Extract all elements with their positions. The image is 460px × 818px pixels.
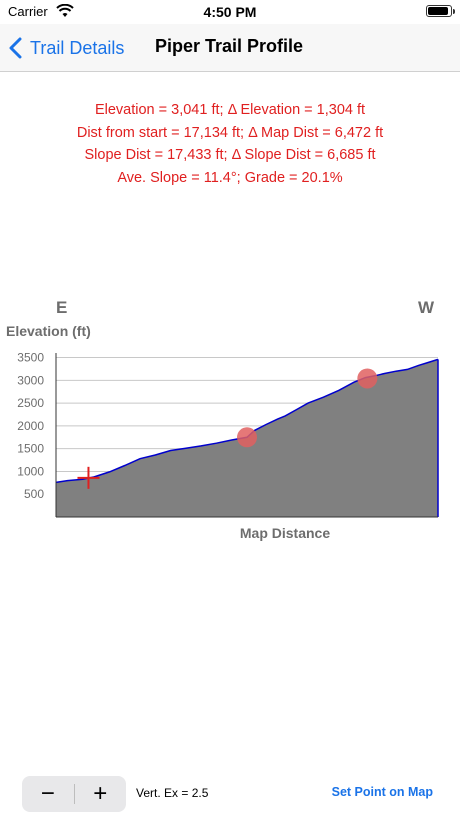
y-tick-label-1000: 1000 — [17, 464, 44, 478]
stats-line-distance: Dist from start = 17,134 ft; Δ Map Dist … — [76, 124, 384, 141]
carrier-label: Carrier — [8, 4, 48, 19]
y-tick-label-2500: 2500 — [17, 396, 44, 410]
battery-level — [428, 7, 448, 15]
stats-line-elevation: Elevation = 3,041 ft; Δ Elevation = 1,30… — [94, 102, 366, 118]
elevation-profile-chart[interactable]: 500 1000 1500 2000 2500 3000 3500 — [0, 345, 460, 525]
bottom-toolbar: − + Vert. Ex = 2.5 Set Point on Map — [0, 770, 460, 818]
stats-panel: Elevation = 3,041 ft; Δ Elevation = 1,30… — [0, 99, 460, 189]
vertical-exaggeration-stepper: − + — [22, 776, 126, 812]
elevation-line — [55, 358, 439, 484]
y-tick-label-2000: 2000 — [17, 419, 44, 433]
decrement-button[interactable]: − — [40, 780, 55, 807]
increment-button[interactable]: + — [93, 780, 108, 807]
clock: 4:50 PM — [203, 4, 257, 20]
selected-point-1 — [237, 427, 257, 448]
direction-east: E — [56, 298, 68, 317]
page-title: Piper Trail Profile — [155, 36, 304, 56]
selected-point-2 — [357, 368, 378, 389]
back-button-label: Trail Details — [30, 37, 125, 58]
set-point-on-map-button[interactable]: Set Point on Map — [331, 785, 433, 799]
stats-line-grade: Ave. Slope = 11.4°; Grade = 20.1% — [117, 169, 343, 186]
direction-west: W — [418, 298, 435, 317]
y-tick-label-3000: 3000 — [17, 373, 44, 387]
y-tick-label-1500: 1500 — [17, 442, 44, 456]
y-tick-label-500: 500 — [24, 487, 44, 501]
chevron-left-icon — [9, 37, 22, 59]
stats-line-slope-dist: Slope Dist = 17,433 ft; Δ Slope Dist = 6… — [84, 147, 376, 163]
back-button[interactable]: Trail Details — [8, 34, 124, 62]
chart-ylabel: Elevation (ft) — [6, 323, 91, 339]
status-bar: Carrier 4:50 PM — [0, 0, 460, 24]
navigation-bar: Trail Details Piper Trail Profile — [0, 24, 460, 72]
wifi-icon — [56, 4, 74, 17]
chart-xlabel: Map Distance — [239, 525, 331, 541]
battery-icon — [426, 5, 455, 17]
stepper-divider — [73, 784, 75, 804]
y-tick-label-3500: 3500 — [17, 351, 44, 365]
vert-ex-label: Vert. Ex = 2.5 — [136, 786, 209, 800]
